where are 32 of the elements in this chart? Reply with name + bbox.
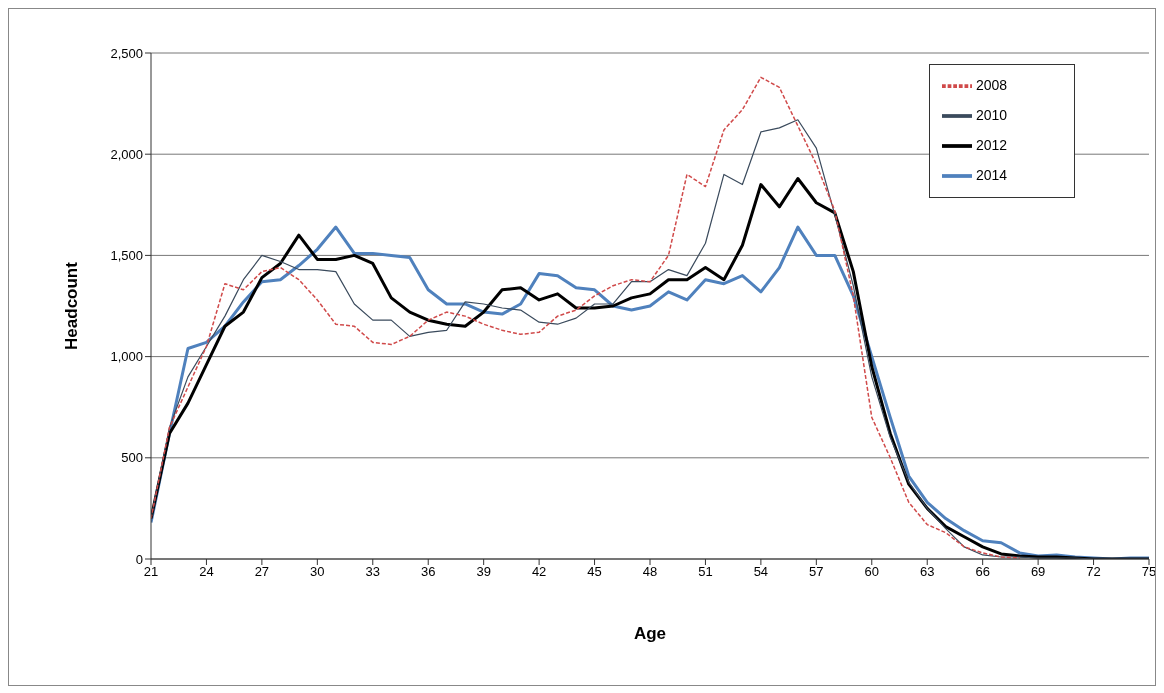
x-tick-label: 36 bbox=[420, 564, 436, 580]
x-tick-label: 72 bbox=[1086, 564, 1101, 580]
legend-label: 2014 bbox=[976, 166, 1008, 183]
x-tick-label: 24 bbox=[199, 564, 214, 580]
y-tick-label: 1,500 bbox=[110, 248, 143, 264]
x-tick-label: 48 bbox=[642, 564, 658, 580]
line-series bbox=[151, 76, 1021, 559]
x-tick-label: 33 bbox=[365, 564, 381, 580]
legend-label: 2008 bbox=[976, 76, 1008, 93]
x-tick-label: 66 bbox=[975, 564, 990, 580]
x-tick-label: 54 bbox=[753, 564, 769, 580]
y-axis-title: Headcount bbox=[62, 261, 82, 350]
x-tick-label: 39 bbox=[476, 564, 491, 580]
x-tick-label: 30 bbox=[310, 564, 325, 580]
x-tick-label: 60 bbox=[864, 564, 880, 580]
x-tick-label: 57 bbox=[809, 564, 824, 580]
y-tick-label: 500 bbox=[121, 450, 143, 466]
x-tick-label: 45 bbox=[587, 564, 602, 580]
x-tick-label: 51 bbox=[698, 564, 713, 580]
x-tick-label: 21 bbox=[143, 564, 159, 580]
legend-label: 2012 bbox=[976, 136, 1008, 153]
x-tick-label: 63 bbox=[919, 564, 935, 580]
y-tick-label: 2,000 bbox=[110, 146, 143, 162]
x-tick-label: 75 bbox=[1141, 564, 1157, 580]
y-tick-label: 2,500 bbox=[110, 45, 143, 61]
x-tick-label: 69 bbox=[1030, 564, 1046, 580]
y-tick-label: 1,000 bbox=[110, 349, 143, 365]
legend-label: 2010 bbox=[976, 106, 1008, 123]
x-tick-label: 42 bbox=[531, 564, 547, 580]
x-axis-title: Age bbox=[633, 624, 667, 643]
y-tick-label: 0 bbox=[135, 551, 143, 567]
x-tick-label: 27 bbox=[254, 564, 270, 580]
